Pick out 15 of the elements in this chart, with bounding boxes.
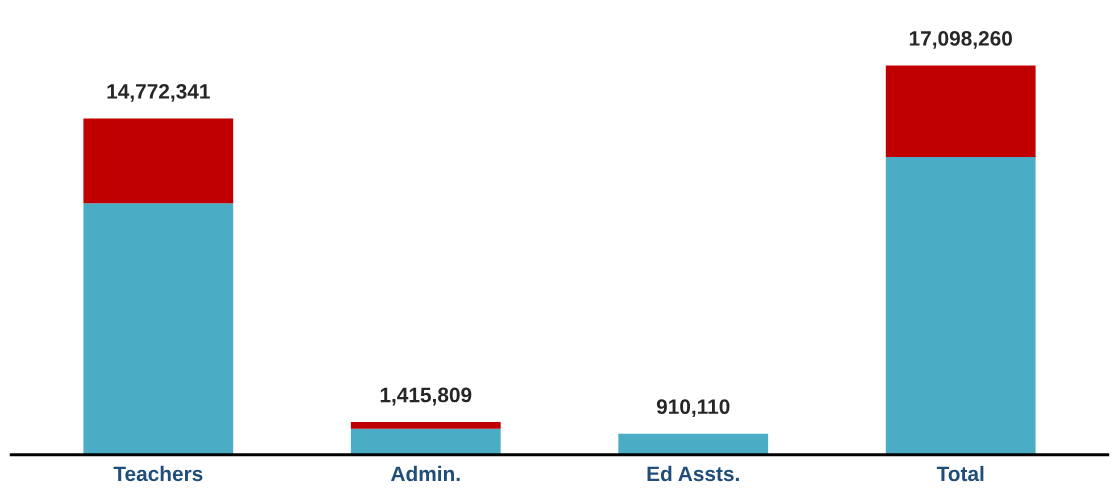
annotation: 14,772,341: [107, 84, 210, 102]
bar: [83, 118, 234, 204]
bar: [885, 156, 1036, 455]
bar: [618, 433, 769, 455]
x-tick-label: Total: [936, 465, 984, 482]
annotation: 1,415,809: [380, 387, 472, 406]
x-tick-label: Ed Assts.: [647, 465, 739, 482]
x-tick-label: Admin.: [390, 465, 460, 482]
bar: [83, 203, 234, 455]
x-tick-label: Teachers: [113, 465, 203, 482]
annotation: 910,110: [656, 399, 730, 418]
annotation: 17,098,260: [909, 31, 1012, 49]
bar: [350, 428, 501, 455]
bar: [885, 65, 1036, 157]
bar: [350, 422, 501, 429]
